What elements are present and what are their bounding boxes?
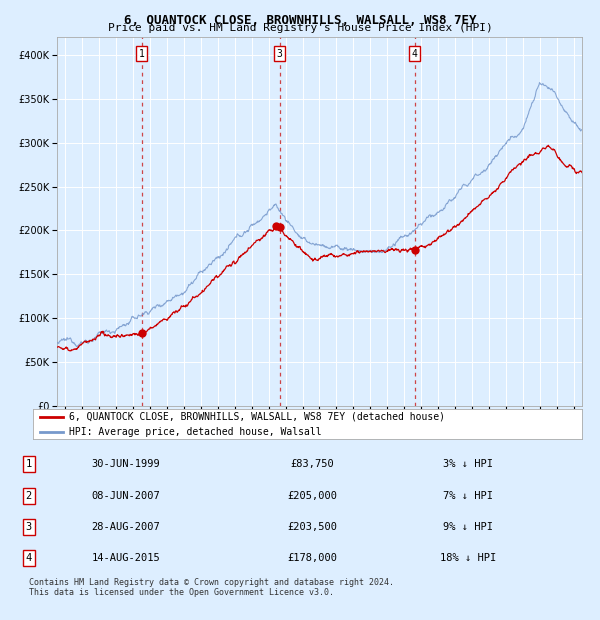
Text: 1: 1 — [26, 459, 32, 469]
Text: 30-JUN-1999: 30-JUN-1999 — [92, 459, 160, 469]
Text: HPI: Average price, detached house, Walsall: HPI: Average price, detached house, Wals… — [68, 427, 322, 438]
Text: Price paid vs. HM Land Registry's House Price Index (HPI): Price paid vs. HM Land Registry's House … — [107, 23, 493, 33]
Text: 4: 4 — [26, 553, 32, 564]
Text: 3: 3 — [277, 49, 283, 59]
Text: 2: 2 — [26, 490, 32, 500]
Text: 1: 1 — [139, 49, 145, 59]
Text: 7% ↓ HPI: 7% ↓ HPI — [443, 490, 493, 500]
Text: 3% ↓ HPI: 3% ↓ HPI — [443, 459, 493, 469]
Text: 4: 4 — [412, 49, 418, 59]
Text: 28-AUG-2007: 28-AUG-2007 — [92, 522, 160, 532]
Text: £203,500: £203,500 — [287, 522, 337, 532]
Text: 14-AUG-2015: 14-AUG-2015 — [92, 553, 160, 564]
Text: £205,000: £205,000 — [287, 490, 337, 500]
Text: Contains HM Land Registry data © Crown copyright and database right 2024.
This d: Contains HM Land Registry data © Crown c… — [29, 578, 394, 597]
Text: 08-JUN-2007: 08-JUN-2007 — [92, 490, 160, 500]
Text: £83,750: £83,750 — [290, 459, 334, 469]
Text: 6, QUANTOCK CLOSE, BROWNHILLS, WALSALL, WS8 7EY: 6, QUANTOCK CLOSE, BROWNHILLS, WALSALL, … — [124, 14, 476, 27]
Text: £178,000: £178,000 — [287, 553, 337, 564]
Text: 6, QUANTOCK CLOSE, BROWNHILLS, WALSALL, WS8 7EY (detached house): 6, QUANTOCK CLOSE, BROWNHILLS, WALSALL, … — [68, 412, 445, 422]
Text: 3: 3 — [26, 522, 32, 532]
Text: 9% ↓ HPI: 9% ↓ HPI — [443, 522, 493, 532]
Text: 18% ↓ HPI: 18% ↓ HPI — [440, 553, 496, 564]
